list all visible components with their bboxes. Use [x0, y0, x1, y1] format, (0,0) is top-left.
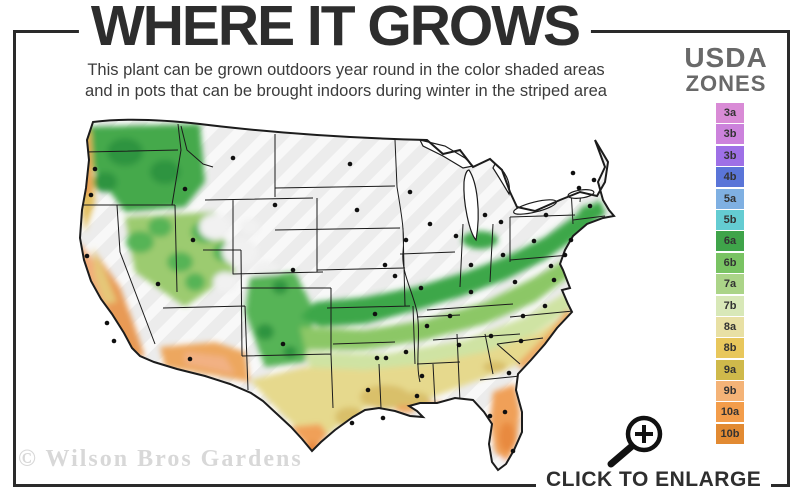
zone-chip-9a: 9a	[716, 359, 744, 380]
zone-chip-6b: 6b	[716, 252, 744, 273]
zone-chip-7a: 7a	[716, 274, 744, 295]
usda-zones-heading-line2: ZONES	[685, 71, 767, 96]
subtitle-line-1: This plant can be grown outdoors year ro…	[87, 61, 605, 79]
zoom-in-magnifier-icon[interactable]	[598, 406, 666, 475]
zone-chip-10b: 10b	[716, 423, 744, 444]
click-to-enlarge-button[interactable]: CLICK TO ENLARGE	[536, 468, 772, 492]
usda-zones-heading-line1: USDA	[684, 42, 768, 73]
subtitle-line-2: and in pots that can be brought indoors …	[85, 82, 607, 100]
zone-chip-5a: 5a	[716, 188, 744, 209]
zone-chip-9b: 9b	[716, 381, 744, 402]
zone-chip-3a: 3a	[716, 103, 744, 123]
zone-chip-8a: 8a	[716, 316, 744, 337]
zone-legend: 3a 3b 3b 4b 5a 5b 6a 6b 7a 7b 8a 8b 9a 9b 10a 10b	[716, 103, 744, 445]
zone-chip-5b: 5b	[716, 209, 744, 230]
usda-zones-heading: USDA ZONES	[676, 44, 776, 96]
watermark: © Wilson Bros Gardens	[18, 446, 303, 472]
city-dots	[84, 155, 597, 454]
zone-chip-8b: 8b	[716, 338, 744, 359]
zone-chip-4b: 4b	[716, 167, 744, 188]
zone-chip-7b: 7b	[716, 295, 744, 316]
page-title: WHERE IT GROWS	[78, 0, 592, 56]
us-zone-map[interactable]	[65, 112, 675, 477]
state-borders	[81, 123, 606, 409]
zone-chip-3b: 3b	[716, 124, 744, 145]
subtitle: This plant can be grown outdoors year ro…	[40, 60, 652, 102]
zone-chip-10a: 10a	[716, 402, 744, 423]
zone-chip-6a: 6a	[716, 231, 744, 252]
zone-chip-3b: 3b	[716, 145, 744, 166]
